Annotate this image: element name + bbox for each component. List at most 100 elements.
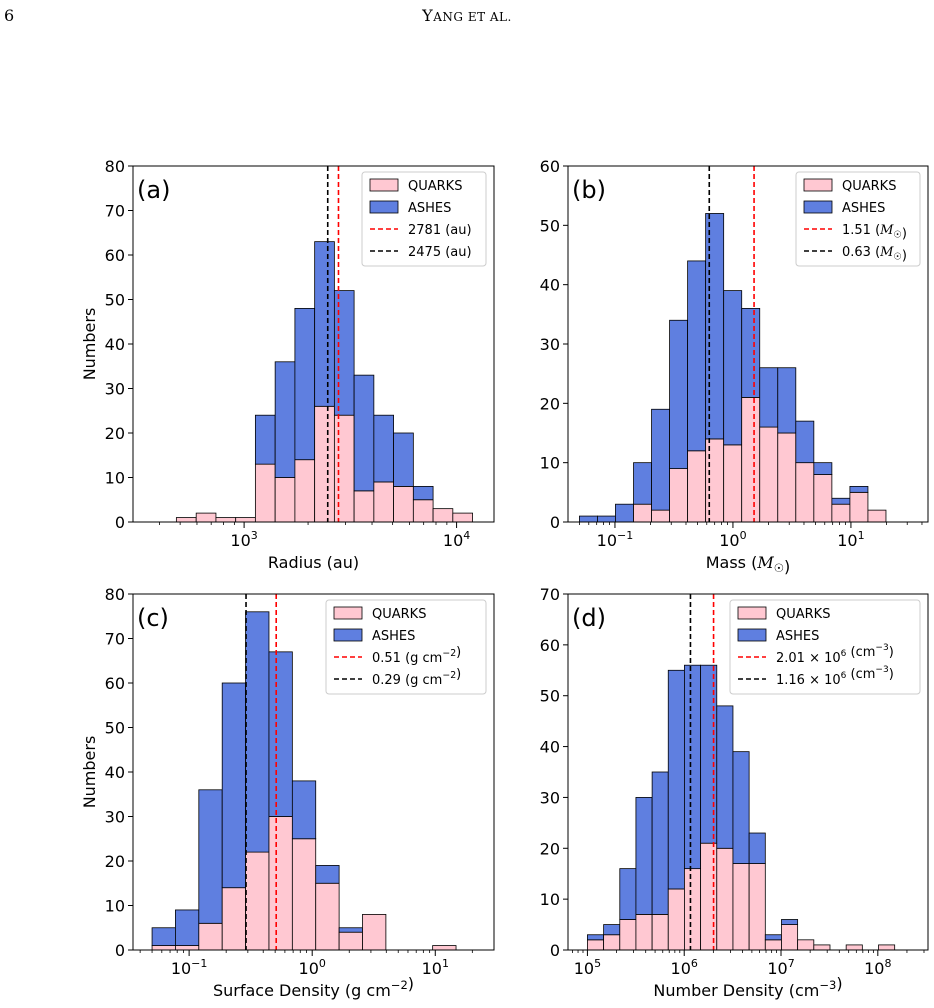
bar-ashes — [412, 485, 434, 501]
legend-quarks-label: QUARKS — [842, 179, 896, 194]
y-tick-label: 70 — [105, 202, 125, 221]
y-tick-label: 60 — [105, 674, 125, 693]
y-tick-label: 20 — [105, 424, 125, 443]
y-tick-label: 20 — [540, 394, 560, 413]
legend-quarks-label: QUARKS — [372, 607, 426, 622]
legend-median-red-label: 2.01 × 106 (cm−3) — [776, 643, 894, 666]
legend-median-black-label: 2475 (au) — [408, 245, 472, 260]
bar-quarks — [651, 914, 669, 950]
bar-ashes — [635, 797, 653, 915]
y-tick-label: 40 — [540, 276, 560, 295]
y-tick-label: 10 — [540, 454, 560, 473]
bar-ashes — [393, 432, 414, 487]
bar-ashes — [732, 751, 750, 864]
bar-ashes — [667, 669, 685, 890]
legend-median-red-label: 0.51 (g cm−2) — [372, 645, 461, 666]
y-axis-label: Numbers — [80, 736, 99, 809]
x-tick-label: 10−1 — [171, 957, 208, 978]
y-tick-label: 30 — [105, 380, 125, 399]
y-axis-label: Numbers — [80, 308, 99, 381]
y-tick-label: 80 — [105, 585, 125, 604]
y-tick-label: 10 — [540, 890, 560, 909]
y-tick-label: 0 — [550, 513, 560, 532]
bar-ashes — [813, 462, 833, 475]
legend-box — [325, 599, 487, 695]
x-tick-label: 101 — [422, 957, 449, 978]
y-tick-label: 30 — [105, 808, 125, 827]
plot-area — [587, 594, 896, 950]
legend-quarks-swatch — [737, 606, 767, 620]
legend-median-red-label: 2781 (au) — [408, 223, 472, 238]
bar-ashes — [684, 664, 702, 870]
y-tick-label: 40 — [105, 335, 125, 354]
y-tick-label: 50 — [540, 216, 560, 235]
y-tick-label: 50 — [105, 719, 125, 738]
running-head-initial: Y — [422, 6, 434, 25]
bar-quarks — [781, 924, 799, 950]
y-tick-label: 30 — [540, 788, 560, 807]
running-head: Yang et al. — [0, 6, 934, 25]
legend-ashes-swatch — [737, 628, 767, 642]
x-tick-label: 100 — [719, 529, 746, 550]
legend-quarks-swatch — [369, 178, 399, 192]
y-tick-label: 80 — [105, 157, 125, 176]
legend-quarks-label: QUARKS — [776, 607, 830, 622]
panel-label: (c) — [137, 604, 169, 632]
legend-ashes-swatch — [333, 628, 363, 642]
bar-quarks — [716, 847, 734, 950]
bar-ashes — [795, 420, 815, 464]
x-tick-label: 106 — [671, 957, 698, 978]
x-tick-label: 10−1 — [597, 529, 634, 550]
x-tick-label: 104 — [443, 529, 470, 550]
bar-ashes — [748, 832, 766, 864]
x-tick-label: 105 — [574, 957, 601, 978]
y-tick-label: 20 — [540, 839, 560, 858]
bar-quarks — [732, 863, 750, 950]
bar-ashes — [315, 865, 340, 884]
x-axis-label: Mass (M☉) — [706, 553, 791, 576]
bar-ashes — [764, 934, 782, 941]
legend-quarks-label: QUARKS — [408, 179, 462, 194]
y-tick-label: 50 — [540, 687, 560, 706]
bar-quarks — [619, 919, 637, 950]
y-tick-label: 60 — [105, 246, 125, 265]
legend-ashes-label: ASHES — [776, 629, 819, 644]
bar-ashes — [619, 868, 637, 920]
x-axis-label: Number Density (cm−3) — [653, 974, 842, 1000]
panel-label: (d) — [572, 604, 606, 632]
bar-ashes — [716, 705, 734, 849]
bar-quarks — [845, 944, 863, 950]
x-tick-label: 100 — [299, 957, 326, 978]
legend-ashes-label: ASHES — [842, 201, 885, 216]
bar-quarks — [603, 934, 621, 950]
plot-area — [151, 594, 457, 950]
y-tick-label: 60 — [540, 157, 560, 176]
bar-ashes — [651, 771, 669, 915]
y-tick-label: 20 — [105, 852, 125, 871]
x-axis-label: Surface Density (g cm−2) — [213, 974, 414, 1000]
page-number: 6 — [4, 6, 15, 25]
y-tick-label: 0 — [550, 941, 560, 960]
legend: QUARKS ASHES 2781 (au) 2475 (au) — [361, 171, 487, 267]
bar-ashes — [291, 780, 317, 840]
bar-ashes — [777, 367, 797, 434]
y-tick-label: 30 — [540, 335, 560, 354]
legend-box — [361, 171, 487, 267]
axes-frame — [567, 593, 929, 951]
y-tick-label: 50 — [105, 291, 125, 310]
x-tick-label: 107 — [767, 957, 794, 978]
legend-box — [729, 599, 921, 695]
y-tick-label: 70 — [540, 585, 560, 604]
y-tick-label: 10 — [105, 897, 125, 916]
bar-ashes — [781, 919, 799, 925]
y-tick-label: 40 — [540, 738, 560, 757]
bar-quarks — [748, 863, 766, 950]
legend-quarks-swatch — [333, 606, 363, 620]
legend-quarks-swatch — [803, 178, 833, 192]
